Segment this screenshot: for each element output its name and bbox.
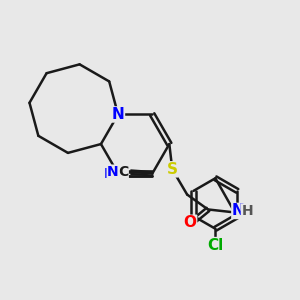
Text: C: C (116, 167, 126, 181)
Text: N: N (112, 107, 124, 122)
Text: H: H (242, 204, 253, 218)
Text: S: S (167, 162, 178, 177)
Text: Cl: Cl (207, 238, 224, 253)
Text: N: N (107, 165, 119, 179)
Text: N: N (103, 167, 115, 181)
Text: N: N (232, 203, 245, 218)
Text: C: C (118, 165, 128, 179)
Text: O: O (184, 215, 196, 230)
